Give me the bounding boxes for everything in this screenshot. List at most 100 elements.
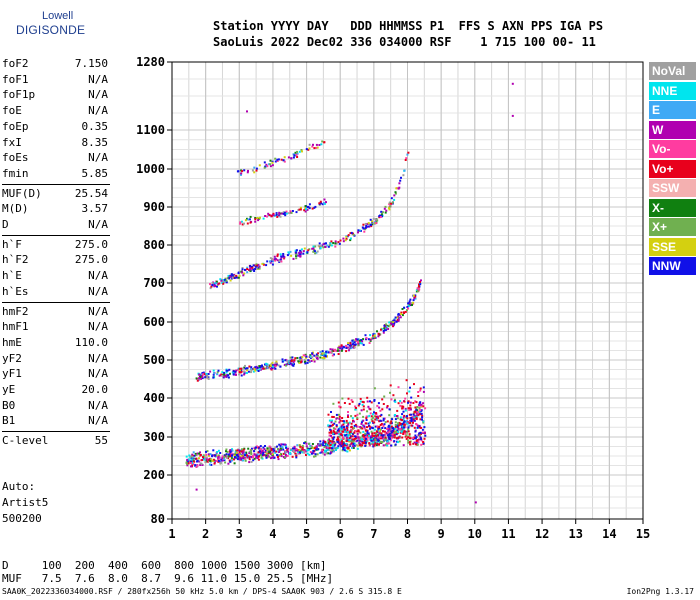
- echo-dot: [325, 350, 328, 353]
- echo-dot: [334, 443, 337, 446]
- echo-dot: [196, 459, 199, 462]
- echo-dot: [403, 400, 406, 403]
- echo-dot: [324, 449, 326, 452]
- echo-dot: [372, 445, 375, 448]
- echo-dot: [338, 418, 341, 420]
- echo-dot: [390, 444, 393, 447]
- echo-dot: [420, 279, 422, 282]
- echo-dot: [213, 284, 216, 287]
- echo-dot: [376, 439, 379, 442]
- echo-dot: [405, 415, 408, 418]
- echo-dot: [342, 448, 345, 451]
- param-separator: [2, 431, 110, 433]
- echo-dot: [423, 426, 426, 429]
- echo-dot: [314, 245, 317, 248]
- echo-dot: [367, 422, 370, 425]
- echo-dot: [385, 443, 387, 446]
- echo-dot: [201, 459, 204, 461]
- param-row-fxi: fxI 8.35: [2, 135, 108, 151]
- echo-dot: [347, 411, 349, 413]
- echo-dot: [364, 334, 367, 337]
- echo-dot: [347, 434, 350, 437]
- echo-dot: [257, 265, 260, 268]
- echo-dot: [351, 339, 354, 342]
- echo-dot: [337, 428, 340, 431]
- echo-dot: [265, 454, 268, 457]
- echo-dot: [406, 306, 409, 308]
- echo-dot: [250, 366, 253, 369]
- echo-dot: [278, 451, 281, 453]
- echo-dot: [420, 439, 423, 442]
- echo-dot: [270, 215, 273, 218]
- echo-dot: [189, 455, 192, 458]
- echo-dot: [379, 428, 382, 431]
- echo-dot: [369, 339, 372, 342]
- echo-dot: [398, 440, 401, 443]
- echo-dot: [407, 436, 409, 439]
- echo-dot: [272, 364, 274, 367]
- echo-dot: [326, 446, 329, 449]
- param-row-d: D N/A: [2, 217, 108, 233]
- echo-dot: [229, 455, 232, 458]
- echo-dot: [382, 403, 385, 405]
- echo-dot: [386, 434, 389, 437]
- echo-dot: [225, 448, 228, 451]
- echo-dot: [352, 420, 355, 423]
- echo-dot: [266, 366, 269, 369]
- echo-dot: [282, 253, 285, 255]
- echo-dot: [410, 417, 413, 419]
- echo-dot: [271, 164, 274, 167]
- echo-dot: [390, 436, 393, 439]
- echo-dot: [307, 148, 310, 151]
- echo-dot: [271, 160, 274, 163]
- echo-dot: [313, 360, 316, 363]
- echo-dot: [404, 409, 407, 412]
- echo-dot: [333, 440, 336, 443]
- echo-dot: [208, 463, 211, 466]
- echo-dot: [388, 408, 391, 411]
- echo-dot: [381, 427, 384, 429]
- echo-dot: [365, 419, 368, 421]
- echo-dot: [329, 242, 332, 245]
- echo-dot: [277, 448, 279, 450]
- echo-dot: [269, 261, 272, 264]
- echo-dot: [364, 429, 367, 432]
- echo-dot: [419, 411, 422, 413]
- echo-dot: [364, 222, 367, 225]
- legend-item-x: X-: [649, 198, 696, 217]
- echo-dot: [311, 447, 314, 449]
- echo-dot: [284, 364, 287, 367]
- echo-dot: [244, 268, 246, 271]
- echo-dot: [382, 424, 385, 427]
- echo-dot: [241, 267, 244, 269]
- echo-dot: [378, 406, 381, 409]
- x-tick-labels: 1 2 3 4 5 6 7 8 9 10 11 12 13 14 15: [168, 527, 650, 541]
- echo-dot: [284, 456, 287, 459]
- echo-dot: [361, 400, 364, 403]
- echo-dot: [330, 240, 333, 243]
- echo-dot: [304, 356, 307, 359]
- echo-dot: [265, 264, 268, 267]
- echo-dot: [343, 421, 346, 424]
- echo-dot: [277, 158, 280, 161]
- echo-dot: [381, 215, 383, 218]
- param-name: h`F: [2, 237, 22, 251]
- echo-dot: [370, 430, 373, 433]
- echo-dot: [376, 433, 379, 436]
- echo-dot: [363, 427, 366, 430]
- echo-dot: [298, 150, 301, 153]
- echo-dot: [201, 377, 204, 379]
- echo-dot: [334, 245, 337, 248]
- auto-program: Artist5: [2, 496, 49, 509]
- echo-dot: [251, 456, 254, 459]
- echo-dot: [298, 449, 301, 452]
- echo-dot: [201, 375, 204, 378]
- echo-dot: [203, 455, 206, 458]
- echo-dot: [332, 423, 334, 426]
- echo-dot: [279, 454, 282, 457]
- echo-dot: [300, 149, 303, 151]
- echo-dot: [188, 454, 191, 457]
- echo-dot: [341, 347, 344, 350]
- echo-dot: [365, 437, 367, 440]
- echo-dot: [388, 430, 391, 433]
